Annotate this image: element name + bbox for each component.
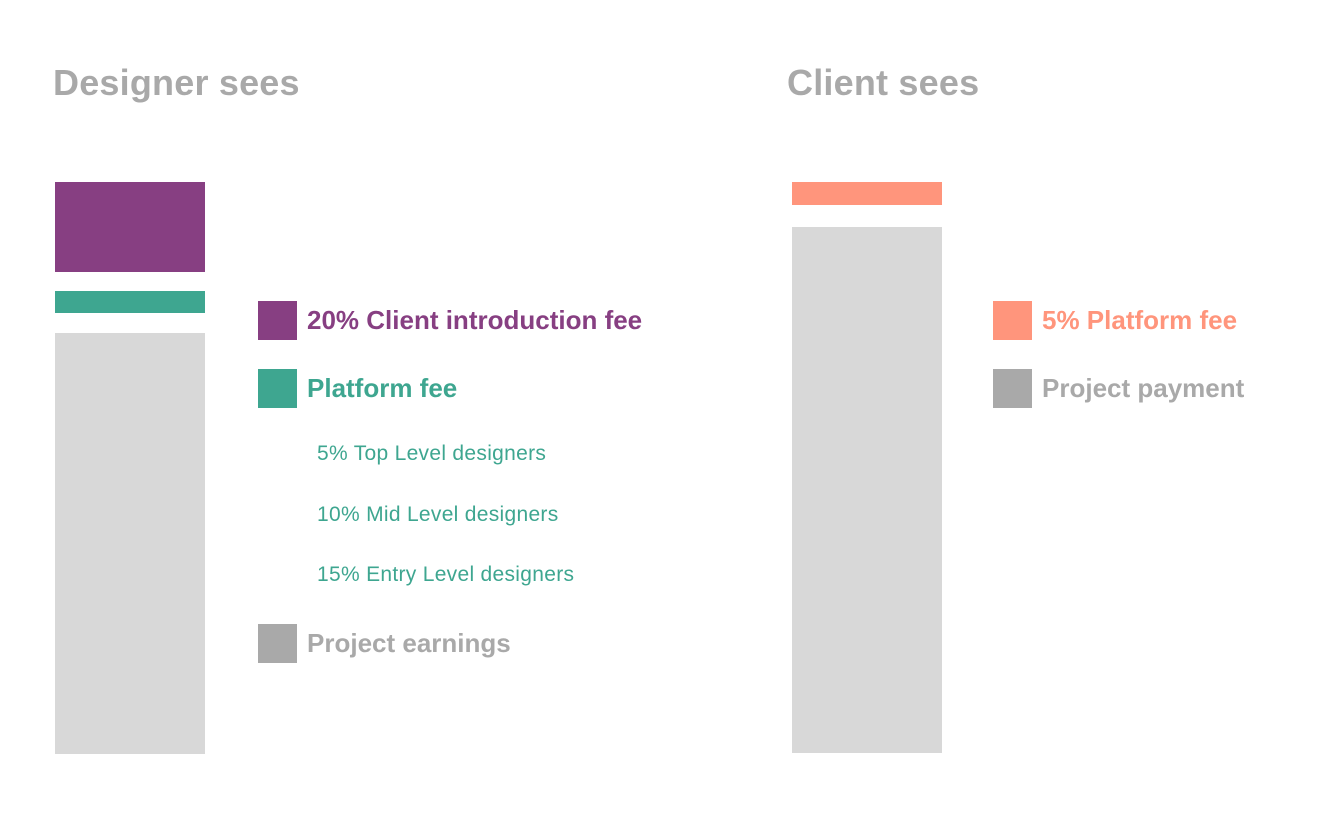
designer-bar-client-intro-fee xyxy=(55,182,205,272)
designer-panel-title: Designer sees xyxy=(53,62,300,103)
legend-swatch-project-earnings xyxy=(258,624,297,663)
platform-fee-tier-mid: 10% Mid Level designers xyxy=(317,503,559,526)
platform-fee-tier-top: 5% Top Level designers xyxy=(317,442,547,465)
designer-bar-project-earnings xyxy=(55,333,205,754)
legend-label-platform-fee: Platform fee xyxy=(307,373,458,403)
legend-swatch-project-payment xyxy=(993,369,1032,408)
designer-bar-platform-fee xyxy=(55,291,205,313)
legend-label-project-earnings: Project earnings xyxy=(307,628,511,658)
platform-fee-tier-entry: 15% Entry Level designers xyxy=(317,563,575,586)
client-bar-platform-fee xyxy=(792,182,942,205)
legend-swatch-platform-fee xyxy=(258,369,297,408)
legend-swatch-client-intro-fee xyxy=(258,301,297,340)
legend-label-project-payment: Project payment xyxy=(1042,373,1245,403)
legend-label-client-platform-fee: 5% Platform fee xyxy=(1042,305,1238,335)
legend-swatch-client-platform-fee xyxy=(993,301,1032,340)
client-panel-title: Client sees xyxy=(787,62,980,103)
legend-label-client-intro-fee: 20% Client introduction fee xyxy=(307,305,643,335)
client-bar-project-payment xyxy=(792,227,942,753)
